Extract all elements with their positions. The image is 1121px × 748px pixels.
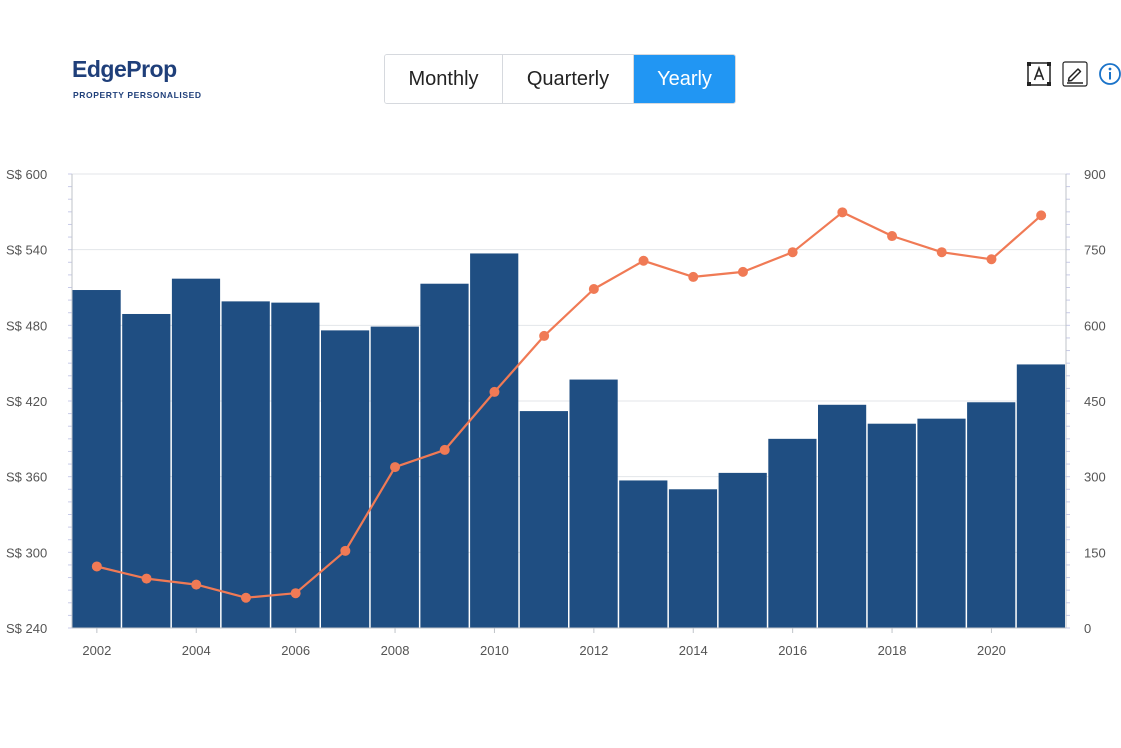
bar-2021	[1016, 364, 1065, 628]
gridlines	[72, 173, 1066, 629]
bar-2020	[967, 402, 1016, 628]
line-point-2003	[141, 573, 152, 584]
bar-2004	[171, 278, 221, 628]
x-tick-label: 2012	[579, 643, 608, 658]
tab-quarterly[interactable]: Quarterly	[503, 55, 634, 103]
line-point-2014	[688, 271, 699, 282]
y-left-tick-label: S$ 540	[6, 243, 47, 258]
period-toggle: Monthly Quarterly Yearly	[384, 54, 736, 104]
bar-2013	[619, 480, 668, 628]
line-point-2011	[539, 330, 550, 341]
y-right-tick-label: 600	[1084, 318, 1106, 333]
axes	[68, 173, 1070, 633]
bar-2014	[668, 489, 718, 628]
y-right-tick-label: 450	[1084, 394, 1106, 409]
bar-2012	[569, 379, 618, 628]
bar-2006	[271, 302, 320, 628]
tab-yearly[interactable]: Yearly	[634, 55, 735, 103]
x-tick-label: 2018	[878, 643, 907, 658]
y-right-tick-label: 750	[1084, 243, 1106, 258]
line-series	[91, 207, 1047, 603]
line-point-2021	[1036, 210, 1047, 221]
line-point-2007	[340, 545, 351, 556]
line-point-2005	[240, 592, 251, 603]
text-box-icon[interactable]	[1026, 61, 1052, 87]
logo-edge: Edge	[72, 56, 127, 82]
y-right-tick-label: 900	[1084, 167, 1106, 182]
bar-2010	[470, 253, 519, 628]
line-point-2006	[290, 588, 301, 599]
line-point-2012	[588, 284, 599, 295]
bar-2017	[818, 404, 867, 628]
line-point-2020	[986, 254, 997, 265]
x-tick-label: 2014	[679, 643, 708, 658]
y-left-tick-label: S$ 360	[6, 470, 47, 485]
x-tick-label: 2004	[182, 643, 211, 658]
y-right-tick-label: 300	[1084, 470, 1106, 485]
price-volume-chart: S$ 240 S$ 300 S$ 360 S$ 420 S$ 480 S$ 540 S$ 6…	[6, 167, 1106, 658]
y-left-tick-label: S$ 600	[6, 167, 47, 182]
x-tick-label: 2010	[480, 643, 509, 658]
line-point-2019	[936, 247, 947, 258]
bar-2005	[221, 301, 270, 628]
line-point-2017	[837, 207, 848, 218]
y-right-tick-label: 0	[1084, 621, 1091, 636]
line-point-2002	[91, 561, 102, 572]
y-left-tick-label: S$ 300	[6, 545, 47, 560]
x-tick-label: 2020	[977, 643, 1006, 658]
y-left-tick-label: S$ 480	[6, 318, 47, 333]
bar-2019	[917, 418, 966, 628]
y-left-tick-label: S$ 240	[6, 621, 47, 636]
bar-series	[72, 253, 1065, 628]
x-tick-label: 2016	[778, 643, 807, 658]
line-point-2013	[638, 255, 649, 266]
logo-tagline: PROPERTY PERSONALISED	[73, 90, 202, 100]
bar-2011	[519, 411, 568, 628]
line-point-2010	[489, 386, 500, 397]
line-point-2008	[390, 462, 401, 473]
bar-2018	[867, 423, 916, 628]
y-left-tick-label: S$ 420	[6, 394, 47, 409]
tick-labels: S$ 240 S$ 300 S$ 360 S$ 420 S$ 480 S$ 540 S$ 6…	[6, 167, 1106, 658]
x-tick-label: 2002	[82, 643, 111, 658]
line-path	[96, 211, 1042, 599]
line-point-2009	[439, 444, 450, 455]
tab-monthly[interactable]: Monthly	[385, 55, 503, 103]
logo-wordmark: EdgeProp	[72, 56, 177, 83]
bar-2002	[72, 290, 121, 628]
x-tick-label: 2006	[281, 643, 310, 658]
line-point-2004	[191, 579, 202, 590]
y-right-tick-label: 150	[1084, 545, 1106, 560]
line-point-2016	[787, 247, 798, 258]
line-point-2018	[887, 231, 898, 242]
info-icon[interactable]	[1097, 61, 1121, 87]
bar-2007	[321, 330, 370, 628]
pencil-icon[interactable]	[1062, 61, 1088, 87]
bar-2016	[768, 438, 817, 628]
bar-2008	[370, 326, 419, 628]
x-tick-label: 2008	[381, 643, 410, 658]
logo-prop: Prop	[126, 56, 177, 82]
edgeprop-logo: EdgeProp PROPERTY PERSONALISED	[72, 54, 212, 102]
line-point-2015	[737, 266, 748, 277]
bar-2015	[718, 472, 767, 628]
